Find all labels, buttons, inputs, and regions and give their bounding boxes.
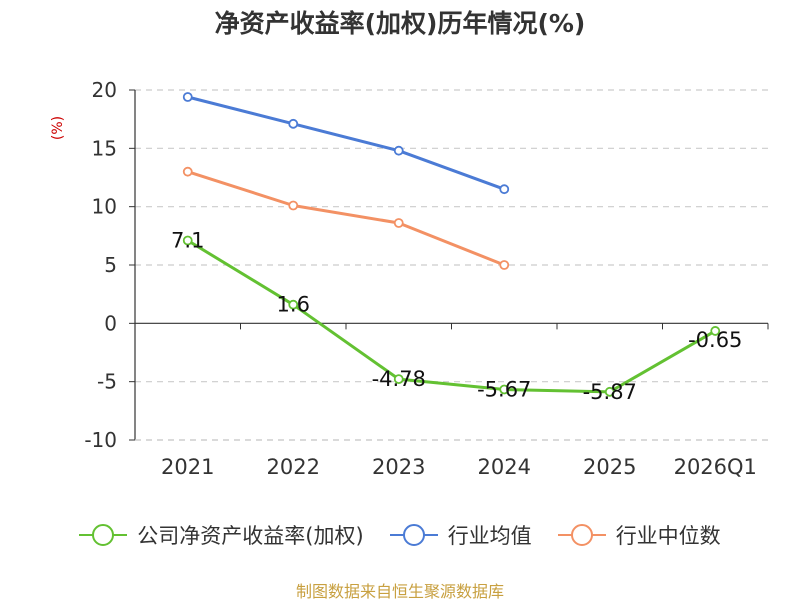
legend-company-swatch-icon xyxy=(79,523,128,547)
data-point-company xyxy=(499,384,510,395)
y-tick-label: 15 xyxy=(92,136,117,160)
data-point-industry_median xyxy=(499,260,510,270)
y-tick-label: 10 xyxy=(92,195,117,219)
data-point-industry_median xyxy=(182,166,193,177)
data-point-company xyxy=(710,326,721,336)
y-tick-label: 0 xyxy=(104,311,117,335)
y-tick-label: 5 xyxy=(104,253,117,277)
data-label: -5.67 xyxy=(477,377,531,401)
chart-title: 净资产收益率(加权)历年情况(%) xyxy=(214,9,586,38)
x-tick-label: 2026Q1 xyxy=(674,455,757,479)
legend-industry-avg-swatch-icon xyxy=(389,523,438,547)
x-tick-label: 2022 xyxy=(267,455,320,479)
x-tick-label: 2021 xyxy=(161,455,214,479)
data-point-company xyxy=(288,299,299,310)
data-point-company xyxy=(393,374,404,385)
data-point-industry_median xyxy=(393,218,404,228)
legend: 公司净资产收益率(加权) 行业均值 行业中位数 xyxy=(0,520,800,550)
legend-item-company[interactable]: 公司净资产收益率(加权) xyxy=(79,520,364,550)
y-tick-label: 20 xyxy=(92,78,117,102)
data-label: 7.1 xyxy=(171,229,204,253)
data-label: -0.65 xyxy=(688,328,742,352)
y-tick-label: -10 xyxy=(84,428,117,452)
data-point-company xyxy=(604,386,615,397)
series-line-industry_median xyxy=(187,170,505,267)
data-label: -4.78 xyxy=(372,367,426,391)
x-tick-label: 2024 xyxy=(478,455,531,479)
legend-item-industry-median[interactable]: 行业中位数 xyxy=(557,520,721,550)
series-line-industry_avg xyxy=(187,95,505,191)
legend-industry-median-label: 行业中位数 xyxy=(615,524,721,548)
data-point-company xyxy=(182,235,193,246)
source-note: 制图数据来自恒生聚源数据库 xyxy=(295,582,504,601)
data-point-industry_median xyxy=(288,200,299,211)
data-point-industry_avg xyxy=(499,184,510,195)
data-label: 1.6 xyxy=(277,293,310,317)
data-label: -5.87 xyxy=(583,380,637,404)
data-point-industry_avg xyxy=(393,145,404,156)
legend-industry-median-swatch-icon xyxy=(557,523,606,547)
y-tick-label: -5 xyxy=(97,370,117,394)
legend-item-industry-avg[interactable]: 行业均值 xyxy=(389,520,532,550)
legend-company-label: 公司净资产收益率(加权) xyxy=(137,524,364,548)
x-tick-label: 2023 xyxy=(372,455,425,479)
data-point-industry_avg xyxy=(288,118,299,129)
x-tick-label: 2025 xyxy=(583,455,636,479)
data-point-industry_avg xyxy=(182,92,193,102)
legend-industry-avg-label: 行业均值 xyxy=(447,524,532,548)
series-line-company xyxy=(186,239,716,394)
